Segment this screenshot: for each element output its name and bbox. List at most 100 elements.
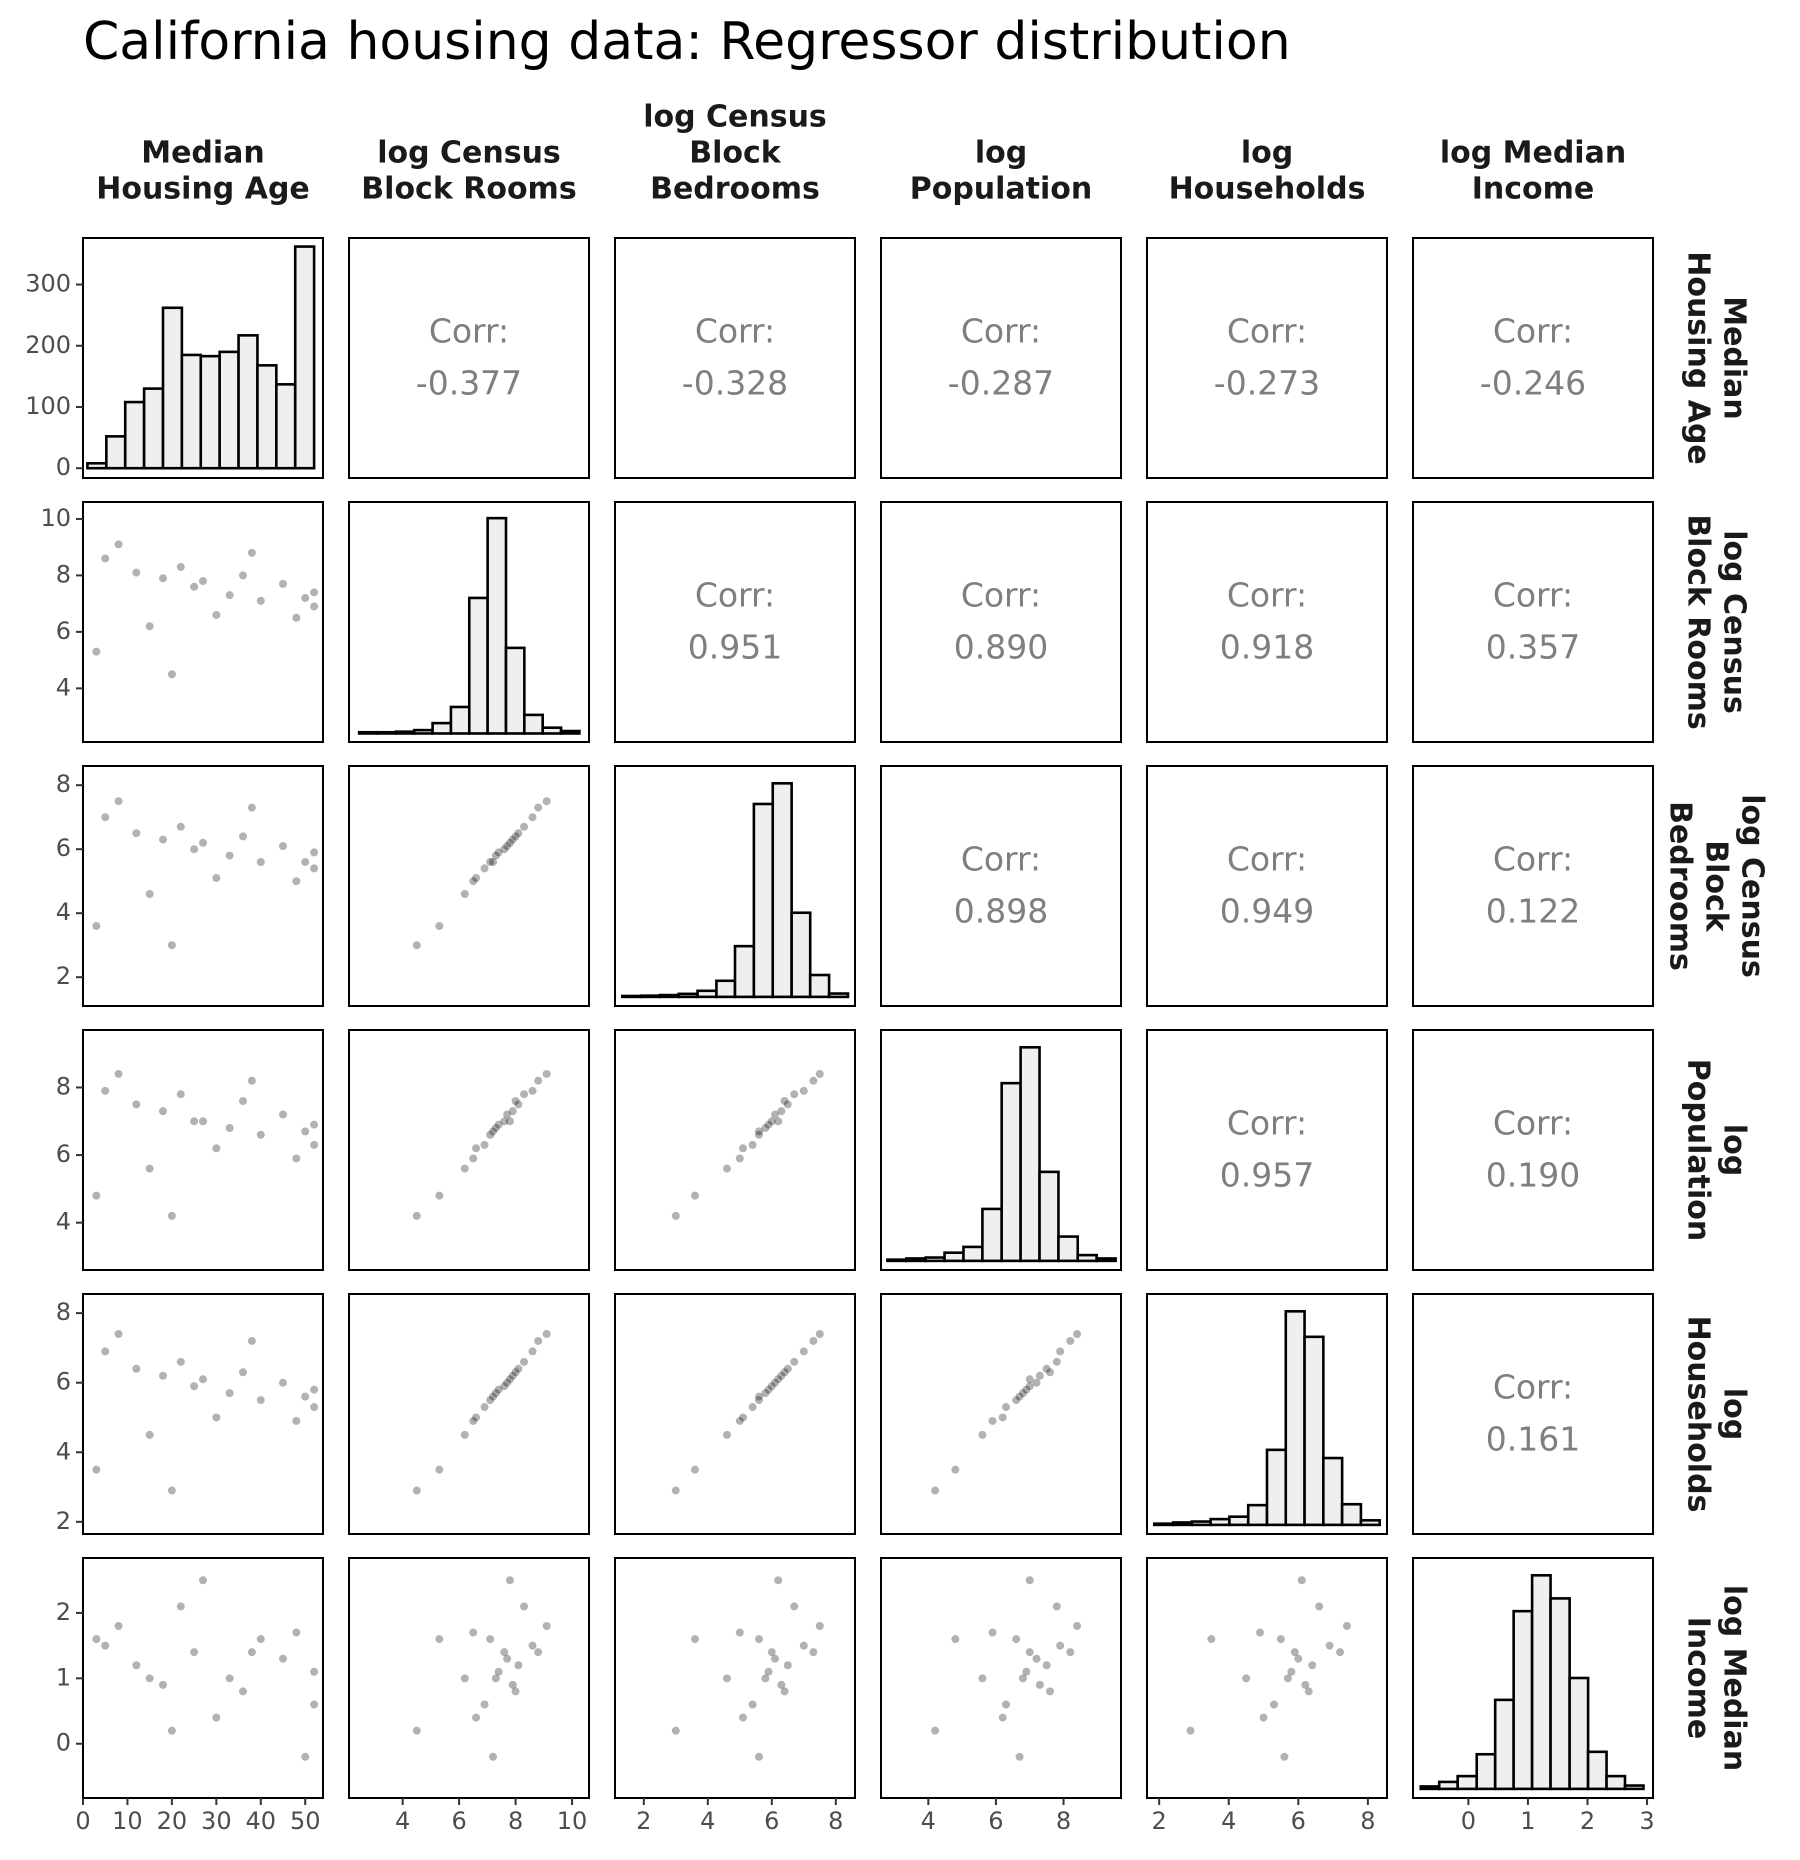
scatter-point [783,1364,792,1373]
scatter-point [534,1648,543,1657]
scatter-point [534,1336,543,1345]
histogram-bar [905,1257,927,1263]
histogram-bar [1359,1519,1381,1527]
corr-label: Corr: [1493,1104,1573,1143]
histogram-bar [275,383,297,470]
scatter-point [739,1713,747,1722]
scatter-point [1012,1396,1021,1405]
scatter-point [1018,1674,1027,1683]
column-header: Block [689,136,782,171]
y-tick-label: 100 [25,392,71,420]
histogram-bar [1038,1170,1060,1263]
scatter-point [1283,1674,1292,1683]
histogram-bar [218,350,240,470]
scatter-point [723,1674,731,1683]
histogram-bar [658,993,680,999]
scatter-point [489,1392,497,1401]
scatter-point [1276,1635,1285,1644]
panel [881,238,1121,478]
scatter-point [534,803,543,812]
y-tick-label: 6 [56,617,71,645]
scatter-point [460,1430,469,1439]
scatter-point [92,1191,101,1200]
scatter-point [503,1378,512,1387]
scatter-point [225,851,234,860]
scatter-point [723,1164,731,1173]
column-header: Population [910,172,1093,207]
scatter-point [167,1486,176,1495]
scatter-point [1042,1364,1051,1373]
scatter-point [132,829,141,838]
corr-value: -0.287 [948,364,1054,403]
y-tick-label: 4 [56,1437,71,1465]
scatter-point [435,922,444,930]
scatter-point [199,838,207,847]
scatter-point [1301,1680,1310,1689]
corr-value: 0.898 [954,892,1048,931]
scatter-point [1315,1602,1324,1611]
row-header-line: Income [1681,1617,1716,1740]
scatter-point [505,838,514,847]
corr-label: Corr: [961,312,1041,351]
panel [615,238,855,478]
scatter-point [774,1117,783,1126]
x-tick-label: 8 [828,1807,843,1835]
x-tick-label: 50 [290,1807,321,1835]
histogram-bar [376,730,398,735]
corr-label: Corr: [1493,312,1573,351]
scatter-point [777,1371,786,1380]
panel-border [348,1029,590,1271]
row-header-line: Housing Age [1681,251,1716,465]
corr-value: -0.246 [1480,364,1586,403]
corr-label: Corr: [1493,1368,1573,1407]
scatter-point [199,1375,207,1384]
scatter-point [256,596,265,605]
scatter-point [514,1100,523,1109]
corr-value: -0.273 [1214,364,1320,403]
scatter-point [239,832,247,841]
y-tick-label: 4 [56,673,71,701]
scatter-point [511,1687,520,1696]
scatter-point [132,1364,141,1373]
panel-border [880,237,1122,479]
x-tick-label: 4 [1221,1807,1236,1835]
scatter-point [145,1674,154,1683]
column-header: log [975,136,1027,171]
scatter-point [998,1713,1007,1722]
corr-label: Corr: [1493,840,1573,879]
x-tick-label: 30 [201,1807,232,1835]
corr-value: 0.190 [1486,1156,1580,1195]
histogram-bar [1000,1081,1022,1263]
scatter-point [520,1357,529,1366]
scatter-point [809,1336,818,1345]
scatter-point [256,1130,265,1139]
scatter-point [212,1144,221,1153]
scatter-point [780,1687,789,1696]
x-tick-label: 4 [921,1807,936,1835]
histogram-bar [467,596,489,735]
scatter-point [239,571,247,580]
panel-border [880,1557,1122,1799]
row-header-line: log Census [1735,794,1770,978]
scatter-point [310,1385,319,1394]
scatter-point [998,1413,1007,1422]
histogram-bar [293,245,316,470]
scatter-point [1325,1641,1334,1650]
panel-border [880,765,1122,1007]
scatter-point [774,1576,783,1585]
scatter-point [735,1416,744,1425]
x-tick-label: 8 [508,1807,523,1835]
scatter-point [505,1117,514,1126]
scatter-point [978,1430,987,1439]
x-tick-label: 10 [112,1807,143,1835]
scatter-point [292,613,301,622]
row-header-line: Bedrooms [1663,801,1698,971]
scatter-point [1073,1330,1082,1338]
scatter-point [480,1140,489,1149]
scatter-point [691,1465,699,1474]
histogram-bar [1586,1750,1608,1791]
x-tick-label: 8 [1056,1807,1071,1835]
corr-value: 0.951 [688,628,782,667]
scatter-point [1056,1641,1065,1650]
